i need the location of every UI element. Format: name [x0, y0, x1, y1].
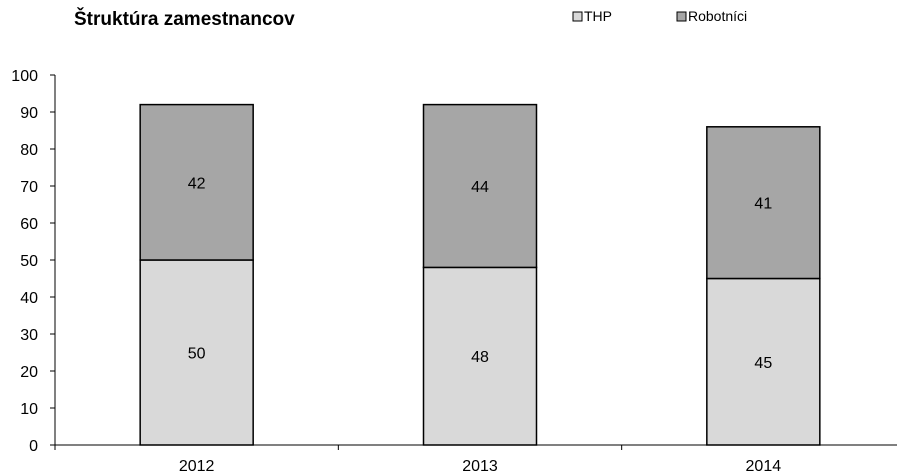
- y-tick-label: 20: [20, 364, 38, 381]
- y-tick-label: 50: [20, 253, 38, 270]
- legend-swatch-robotnici: [676, 11, 687, 22]
- x-category-label: 2012: [179, 458, 215, 475]
- y-tick-label: 80: [20, 142, 38, 159]
- bars: [139, 103, 821, 446]
- bar-robotn-ci-2012: [139, 103, 254, 261]
- chart-title: Štruktúra zamestnancov: [74, 8, 295, 30]
- bar-robotn-ci-2014: [706, 126, 821, 280]
- data-label: 44: [471, 179, 489, 196]
- x-category-label: 2013: [462, 458, 498, 475]
- x-category-label: 2014: [746, 458, 782, 475]
- y-tick-label: 0: [29, 438, 38, 455]
- y-tick-label: 30: [20, 327, 38, 344]
- data-label: 41: [754, 196, 772, 213]
- y-tick-label: 60: [20, 216, 38, 233]
- bar-thp-2014: [706, 277, 821, 446]
- y-tick-label: 100: [11, 68, 38, 85]
- bar-robotn-ci-2013: [422, 103, 538, 269]
- data-label: 48: [471, 349, 489, 366]
- y-tick-label: 90: [20, 105, 38, 122]
- data-labels: 50 42 48 44 45 41: [188, 175, 773, 371]
- y-tick-label: 40: [20, 290, 38, 307]
- y-tick-label: 70: [20, 179, 38, 196]
- data-label: 42: [188, 175, 206, 192]
- bar-thp-2012: [139, 259, 254, 446]
- legend-label-thp: THP: [584, 8, 612, 24]
- legend-swatch-thp: [572, 11, 583, 22]
- legend-label-robotnici: Robotníci: [688, 8, 747, 24]
- data-label: 50: [188, 346, 206, 363]
- axes: 0 10 20 30 40 50 60 70 80 90 100 2012 2013 2014: [11, 68, 897, 475]
- data-label: 45: [754, 355, 772, 372]
- y-tick-label: 10: [20, 401, 38, 418]
- legend: THP Robotníci: [572, 8, 747, 24]
